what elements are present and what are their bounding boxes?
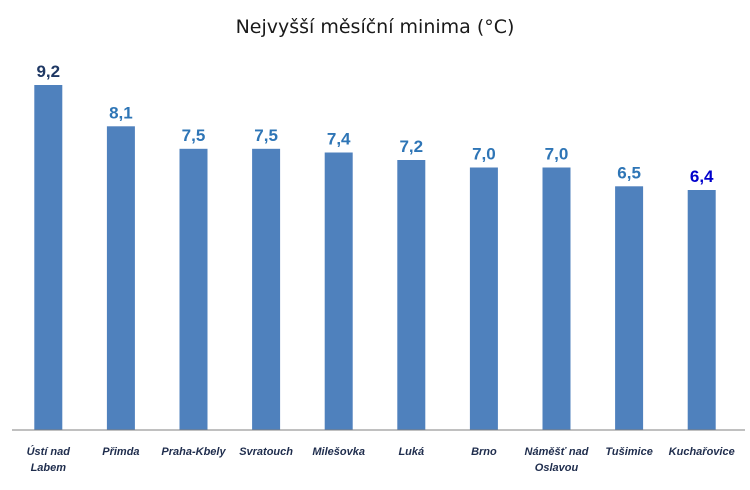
category-label-8: Tušimice <box>605 446 653 458</box>
value-label-3: 7,5 <box>254 126 278 145</box>
value-label-1: 8,1 <box>109 103 133 122</box>
bar-1 <box>106 126 135 431</box>
bar-4 <box>324 152 353 430</box>
category-label-0-line-0: Ústí nad <box>27 445 71 458</box>
value-label-2: 7,5 <box>182 126 206 145</box>
category-labels-group: Ústí nad Labem Přimda Praha-Kbely Svratouch M… <box>27 445 735 474</box>
bar-3 <box>252 148 281 431</box>
category-label-3: Svratouch <box>239 446 293 458</box>
value-labels-group: 9,2 8,1 7,5 7,5 7,4 7,2 7,0 7,0 6,5 6,4 <box>36 62 714 186</box>
bar-2 <box>179 148 208 431</box>
value-label-9: 6,4 <box>690 167 714 186</box>
value-label-0: 9,2 <box>36 62 60 81</box>
category-label-9: Kuchařovice <box>669 446 735 458</box>
bar-6 <box>469 167 498 430</box>
bars-group <box>34 85 716 431</box>
category-label-7-line-0: Náměšť nad <box>525 446 589 458</box>
category-label-6: Brno <box>471 446 497 458</box>
value-label-8: 6,5 <box>617 163 641 182</box>
value-label-4: 7,4 <box>327 130 351 149</box>
value-label-7: 7,0 <box>545 145 569 164</box>
category-label-2: Praha-Kbely <box>161 446 226 458</box>
bar-9 <box>687 190 716 430</box>
category-label-5: Luká <box>398 446 424 458</box>
chart-title: Nejvyšší měsíční minima (°C) <box>236 16 515 38</box>
bar-8 <box>615 186 644 431</box>
bar-7 <box>542 167 571 430</box>
category-label-7-line-1: Oslavou <box>535 462 579 474</box>
value-label-5: 7,2 <box>399 137 423 156</box>
category-label-4: Milešovka <box>312 446 365 458</box>
value-label-6: 7,0 <box>472 145 496 164</box>
category-label-1: Přimda <box>102 446 139 458</box>
bar-5 <box>397 160 426 430</box>
bar-0 <box>34 85 63 430</box>
category-label-0-line-1: Labem <box>31 462 67 474</box>
